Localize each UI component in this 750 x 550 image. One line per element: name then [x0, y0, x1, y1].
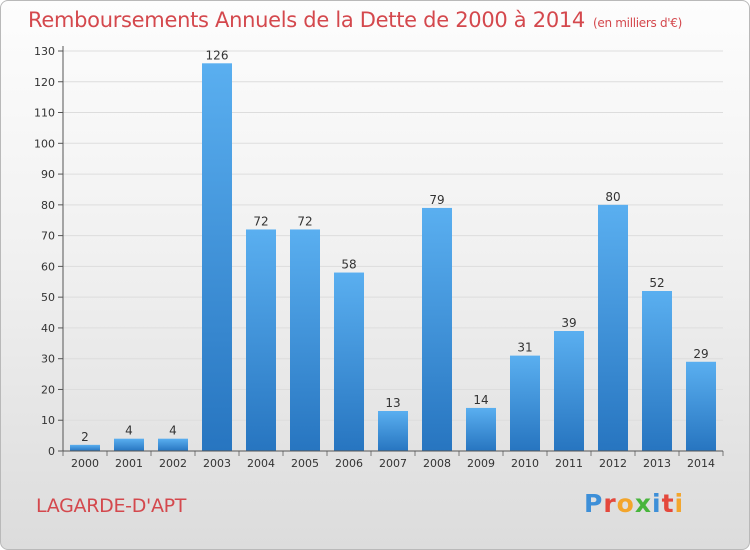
- bar: [290, 229, 320, 451]
- x-tick-label: 2001: [115, 457, 143, 470]
- bars: [70, 63, 716, 452]
- brand-letter: i: [652, 489, 662, 518]
- x-tick-label: 2011: [555, 457, 583, 470]
- title-unit: (en milliers d'€): [593, 16, 683, 30]
- y-tick-label: 80: [41, 199, 55, 212]
- x-tick-label: 2012: [599, 457, 627, 470]
- chart-title: Remboursements Annuels de la Dette de 20…: [28, 8, 682, 32]
- brand-letter: r: [603, 489, 617, 518]
- axes: 0 10 20 30 40 50 60 70 80 90 100 110 120 130 2000 2001 2…: [34, 45, 724, 470]
- bar-value-label: 13: [385, 396, 400, 410]
- brand-letter: x: [634, 489, 652, 518]
- brand-letter: o: [616, 489, 635, 518]
- bar-value-label: 58: [341, 258, 356, 272]
- bar: [422, 207, 452, 451]
- brand-letter: P: [584, 489, 604, 518]
- x-tick-label: 2014: [687, 457, 715, 470]
- y-tick-label: 40: [41, 322, 55, 335]
- x-tick-label: 2004: [247, 457, 275, 470]
- bar-value-label: 126: [206, 48, 229, 62]
- bar-value-label: 4: [125, 424, 133, 438]
- bar-value-label: 79: [429, 193, 444, 207]
- x-tick-label: 2006: [335, 457, 363, 470]
- bar: [158, 438, 188, 451]
- bar-value-label: 4: [169, 424, 177, 438]
- y-tick-label: 110: [34, 107, 55, 120]
- bar-value-label: 72: [253, 214, 268, 228]
- bar: [686, 361, 716, 451]
- x-tick-label: 2005: [291, 457, 319, 470]
- x-tick-label: 2013: [643, 457, 671, 470]
- brand-logo: Proxiti: [584, 489, 684, 518]
- y-tick-label: 20: [41, 383, 55, 396]
- value-labels: 2 4 4 126 72 72 58 13 79 14 31 39 80 52 29: [81, 48, 708, 444]
- y-tick-label: 50: [41, 291, 55, 304]
- x-tick-label: 2010: [511, 457, 539, 470]
- bar: [70, 444, 100, 451]
- y-tick-label: 100: [34, 137, 55, 150]
- brand-letter: i: [674, 489, 685, 518]
- x-tick-label: 2003: [203, 457, 231, 470]
- x-tick-label: 2009: [467, 457, 495, 470]
- x-tick-label: 2002: [159, 457, 187, 470]
- bar-value-label: 39: [561, 316, 576, 330]
- y-tick-label: 0: [48, 445, 55, 458]
- bar: [114, 438, 144, 451]
- bar: [378, 411, 408, 451]
- y-tick-label: 30: [41, 353, 55, 366]
- bar-value-label: 29: [693, 347, 708, 361]
- bar-value-label: 72: [297, 214, 312, 228]
- bar: [510, 355, 540, 451]
- y-tick-label: 120: [34, 76, 55, 89]
- x-tick-label: 2000: [71, 457, 99, 470]
- y-tick-label: 60: [41, 260, 55, 273]
- y-tick-label: 90: [41, 168, 55, 181]
- bar: [554, 331, 584, 451]
- place-name: LAGARDE-D'APT: [36, 495, 187, 517]
- bar: [642, 291, 672, 451]
- y-tick-label: 130: [34, 45, 55, 58]
- title-text: Remboursements Annuels de la Dette de 20…: [28, 8, 585, 32]
- bar: [334, 272, 364, 451]
- bar-value-label: 52: [649, 276, 664, 290]
- brand-letter: t: [661, 489, 675, 518]
- bar-value-label: 14: [473, 393, 488, 407]
- bar-value-label: 80: [605, 190, 620, 204]
- bar: [246, 229, 276, 451]
- bar: [598, 204, 628, 451]
- y-tick-label: 70: [41, 230, 55, 243]
- bar-value-label: 2: [81, 430, 89, 444]
- x-tick-label: 2007: [379, 457, 407, 470]
- bar-value-label: 31: [517, 341, 532, 355]
- x-tick-label: 2008: [423, 457, 451, 470]
- bar: [466, 407, 496, 451]
- y-tick-label: 10: [41, 414, 55, 427]
- bar: [202, 63, 232, 452]
